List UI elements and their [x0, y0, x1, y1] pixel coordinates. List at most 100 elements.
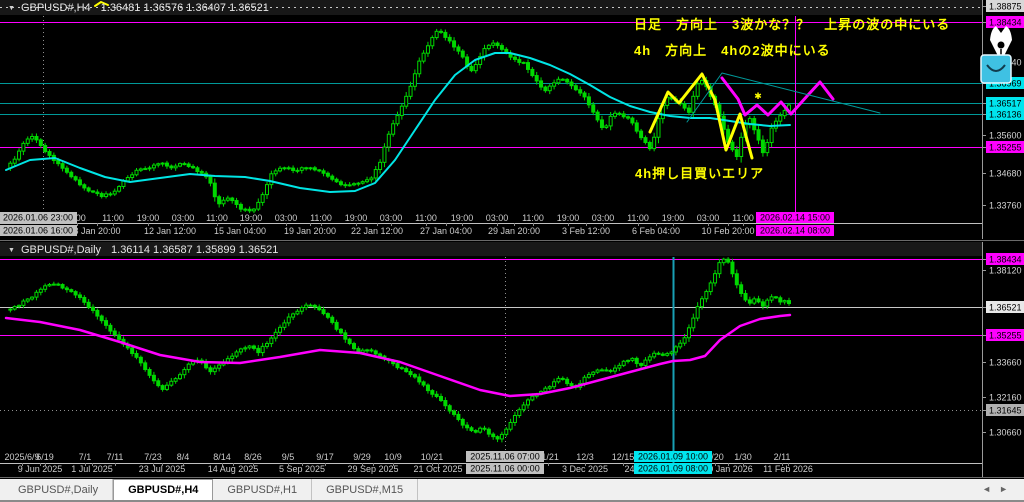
tab-gbpusd-daily[interactable]: GBPUSD#,Daily — [4, 479, 114, 500]
svg-text:1.36517: 1.36517 — [989, 99, 1022, 109]
svg-text:1.38875: 1.38875 — [989, 2, 1022, 12]
svg-text:10/21: 10/21 — [421, 452, 444, 462]
price-label-box — [986, 329, 1024, 341]
level-lines-1[interactable] — [0, 257, 982, 463]
svg-text:03:00: 03:00 — [486, 213, 509, 223]
svg-text:03:00: 03:00 — [592, 213, 615, 223]
svg-text:19:00: 19:00 — [557, 213, 580, 223]
marker-icon[interactable] — [980, 54, 1012, 84]
svg-text:11:00: 11:00 — [627, 213, 649, 223]
svg-text:19:00: 19:00 — [451, 213, 474, 223]
tab-gbpusd-m15[interactable]: GBPUSD#,M15 — [312, 479, 419, 500]
svg-text:03:00: 03:00 — [380, 213, 403, 223]
timestamp-box — [634, 463, 712, 474]
svg-text:2026.02.14 15:00: 2026.02.14 15:00 — [760, 213, 830, 223]
svg-text:12 Jan 12:00: 12 Jan 12:00 — [144, 226, 196, 236]
svg-text:23 Jul 2025: 23 Jul 2025 — [139, 464, 186, 474]
svg-text:9/5: 9/5 — [282, 452, 295, 462]
time-axis-0: 3:0011:0019:0003:0011:0019:0003:0011:001… — [0, 212, 982, 236]
svg-text:2026.01.09 08:00: 2026.01.09 08:00 — [638, 464, 708, 474]
svg-text:11:00: 11:00 — [732, 213, 754, 223]
svg-text:19:00: 19:00 — [137, 213, 160, 223]
svg-text:9/17: 9/17 — [316, 452, 334, 462]
price-label-box — [986, 404, 1024, 416]
svg-text:12/15: 12/15 — [612, 452, 635, 462]
annotation-h4-trend[interactable]: 4h 方向上 4hの2波中にいる — [634, 43, 831, 58]
svg-text:1.38434: 1.38434 — [989, 255, 1022, 265]
yellow-zigzag[interactable] — [648, 72, 754, 160]
svg-text:11:00: 11:00 — [522, 213, 544, 223]
svg-text:1/20: 1/20 — [706, 452, 724, 462]
svg-text:1.38120: 1.38120 — [989, 266, 1022, 276]
svg-text:1/30: 1/30 — [734, 452, 752, 462]
svg-text:2026.01.06 23:00: 2026.01.06 23:00 — [3, 213, 73, 223]
svg-text:10/9: 10/9 — [384, 452, 402, 462]
svg-text:19:00: 19:00 — [345, 213, 368, 223]
svg-text:2026.02.14 08:00: 2026.02.14 08:00 — [760, 226, 830, 236]
drawing-toolbar — [980, 26, 1012, 84]
timestamp-box — [0, 225, 77, 236]
svg-text:3 Dec 2025: 3 Dec 2025 — [562, 464, 608, 474]
svg-text:29 Sep 2025: 29 Sep 2025 — [347, 464, 398, 474]
svg-text:11 Feb 2026: 11 Feb 2026 — [763, 464, 813, 474]
timestamp-box — [756, 212, 834, 223]
svg-text:2026.01.06 16:00: 2026.01.06 16:00 — [3, 226, 73, 236]
ma-line-0 — [5, 52, 791, 193]
svg-text:19:00: 19:00 — [240, 213, 263, 223]
svg-text:6 Feb 04:00: 6 Feb 04:00 — [632, 226, 680, 236]
svg-text:11:00: 11:00 — [415, 213, 437, 223]
annotation-buy-area[interactable]: 4h押し目買いエリア — [635, 166, 765, 181]
svg-text:1.33760: 1.33760 — [989, 201, 1022, 211]
svg-text:1.35255: 1.35255 — [989, 143, 1022, 153]
svg-text:15 Jan 04:00: 15 Jan 04:00 — [214, 226, 266, 236]
svg-text:12/3: 12/3 — [576, 452, 594, 462]
tab-scroll-arrows: ◄► — [982, 484, 1016, 494]
star-marker[interactable]: ✱ — [754, 91, 762, 101]
price-label-box — [986, 301, 1024, 313]
svg-text:19 Jan 20:00: 19 Jan 20:00 — [284, 226, 336, 236]
svg-text:7/1: 7/1 — [79, 452, 92, 462]
svg-text:11/21: 11/21 — [537, 452, 559, 462]
tab-gbpusd-h1[interactable]: GBPUSD#,H1 — [213, 479, 313, 500]
price-label-box — [986, 253, 1024, 265]
price-label-box — [986, 16, 1024, 28]
svg-text:2025.11.06 00:00: 2025.11.06 00:00 — [470, 464, 539, 474]
chart-tab-bar: GBPUSD#,Daily GBPUSD#,H4 GBPUSD#,H1 GBPUSD#… — [0, 479, 1024, 502]
svg-text:1.36136: 1.36136 — [989, 110, 1022, 120]
svg-text:5 Sep 2025: 5 Sep 2025 — [279, 464, 325, 474]
svg-text:7/23: 7/23 — [144, 452, 162, 462]
price-label-box — [986, 108, 1024, 120]
svg-text:6/19: 6/19 — [36, 452, 54, 462]
yellow-scribble[interactable] — [94, 1, 109, 7]
svg-text:9/29: 9/29 — [353, 452, 371, 462]
svg-text:03:00: 03:00 — [275, 213, 298, 223]
svg-text:11:00: 11:00 — [102, 213, 124, 223]
svg-text:14 Aug 2025: 14 Aug 2025 — [208, 464, 259, 474]
svg-text:1.35255: 1.35255 — [989, 331, 1022, 341]
svg-text:1.30660: 1.30660 — [989, 428, 1022, 438]
timestamp-box — [466, 451, 544, 462]
svg-text:11:00: 11:00 — [310, 213, 332, 223]
svg-text:21 Oct 2025: 21 Oct 2025 — [413, 464, 462, 474]
svg-text:11:00: 11:00 — [206, 213, 228, 223]
svg-text:1.36521: 1.36521 — [989, 303, 1022, 313]
svg-text:10 Feb 20:00: 10 Feb 20:00 — [701, 226, 754, 236]
tab-scroll-left-icon[interactable]: ◄ — [982, 484, 1000, 494]
svg-text:1.33660: 1.33660 — [989, 358, 1022, 368]
level-lines-0[interactable] — [0, 7, 982, 224]
magenta-zigzag[interactable] — [720, 76, 835, 117]
annotation-daily-trend[interactable]: 日足 方向上 3波かな？？ 上昇の波の中にいる — [634, 17, 951, 32]
svg-text:3 Feb 12:00: 3 Feb 12:00 — [562, 226, 610, 236]
svg-text:03:00: 03:00 — [697, 213, 720, 223]
svg-text:29 Jan 20:00: 29 Jan 20:00 — [488, 226, 540, 236]
svg-text:2026.01.09 10:00: 2026.01.09 10:00 — [638, 452, 708, 462]
tab-gbpusd-h4[interactable]: GBPUSD#,H4 — [113, 479, 214, 500]
teal-trendline[interactable] — [686, 72, 881, 123]
price-label-box — [986, 97, 1024, 109]
svg-text:1.34680: 1.34680 — [989, 169, 1022, 179]
tab-scroll-right-icon[interactable]: ► — [999, 484, 1016, 494]
svg-text:1.35600: 1.35600 — [989, 131, 1022, 141]
price-label-box — [986, 0, 1024, 12]
